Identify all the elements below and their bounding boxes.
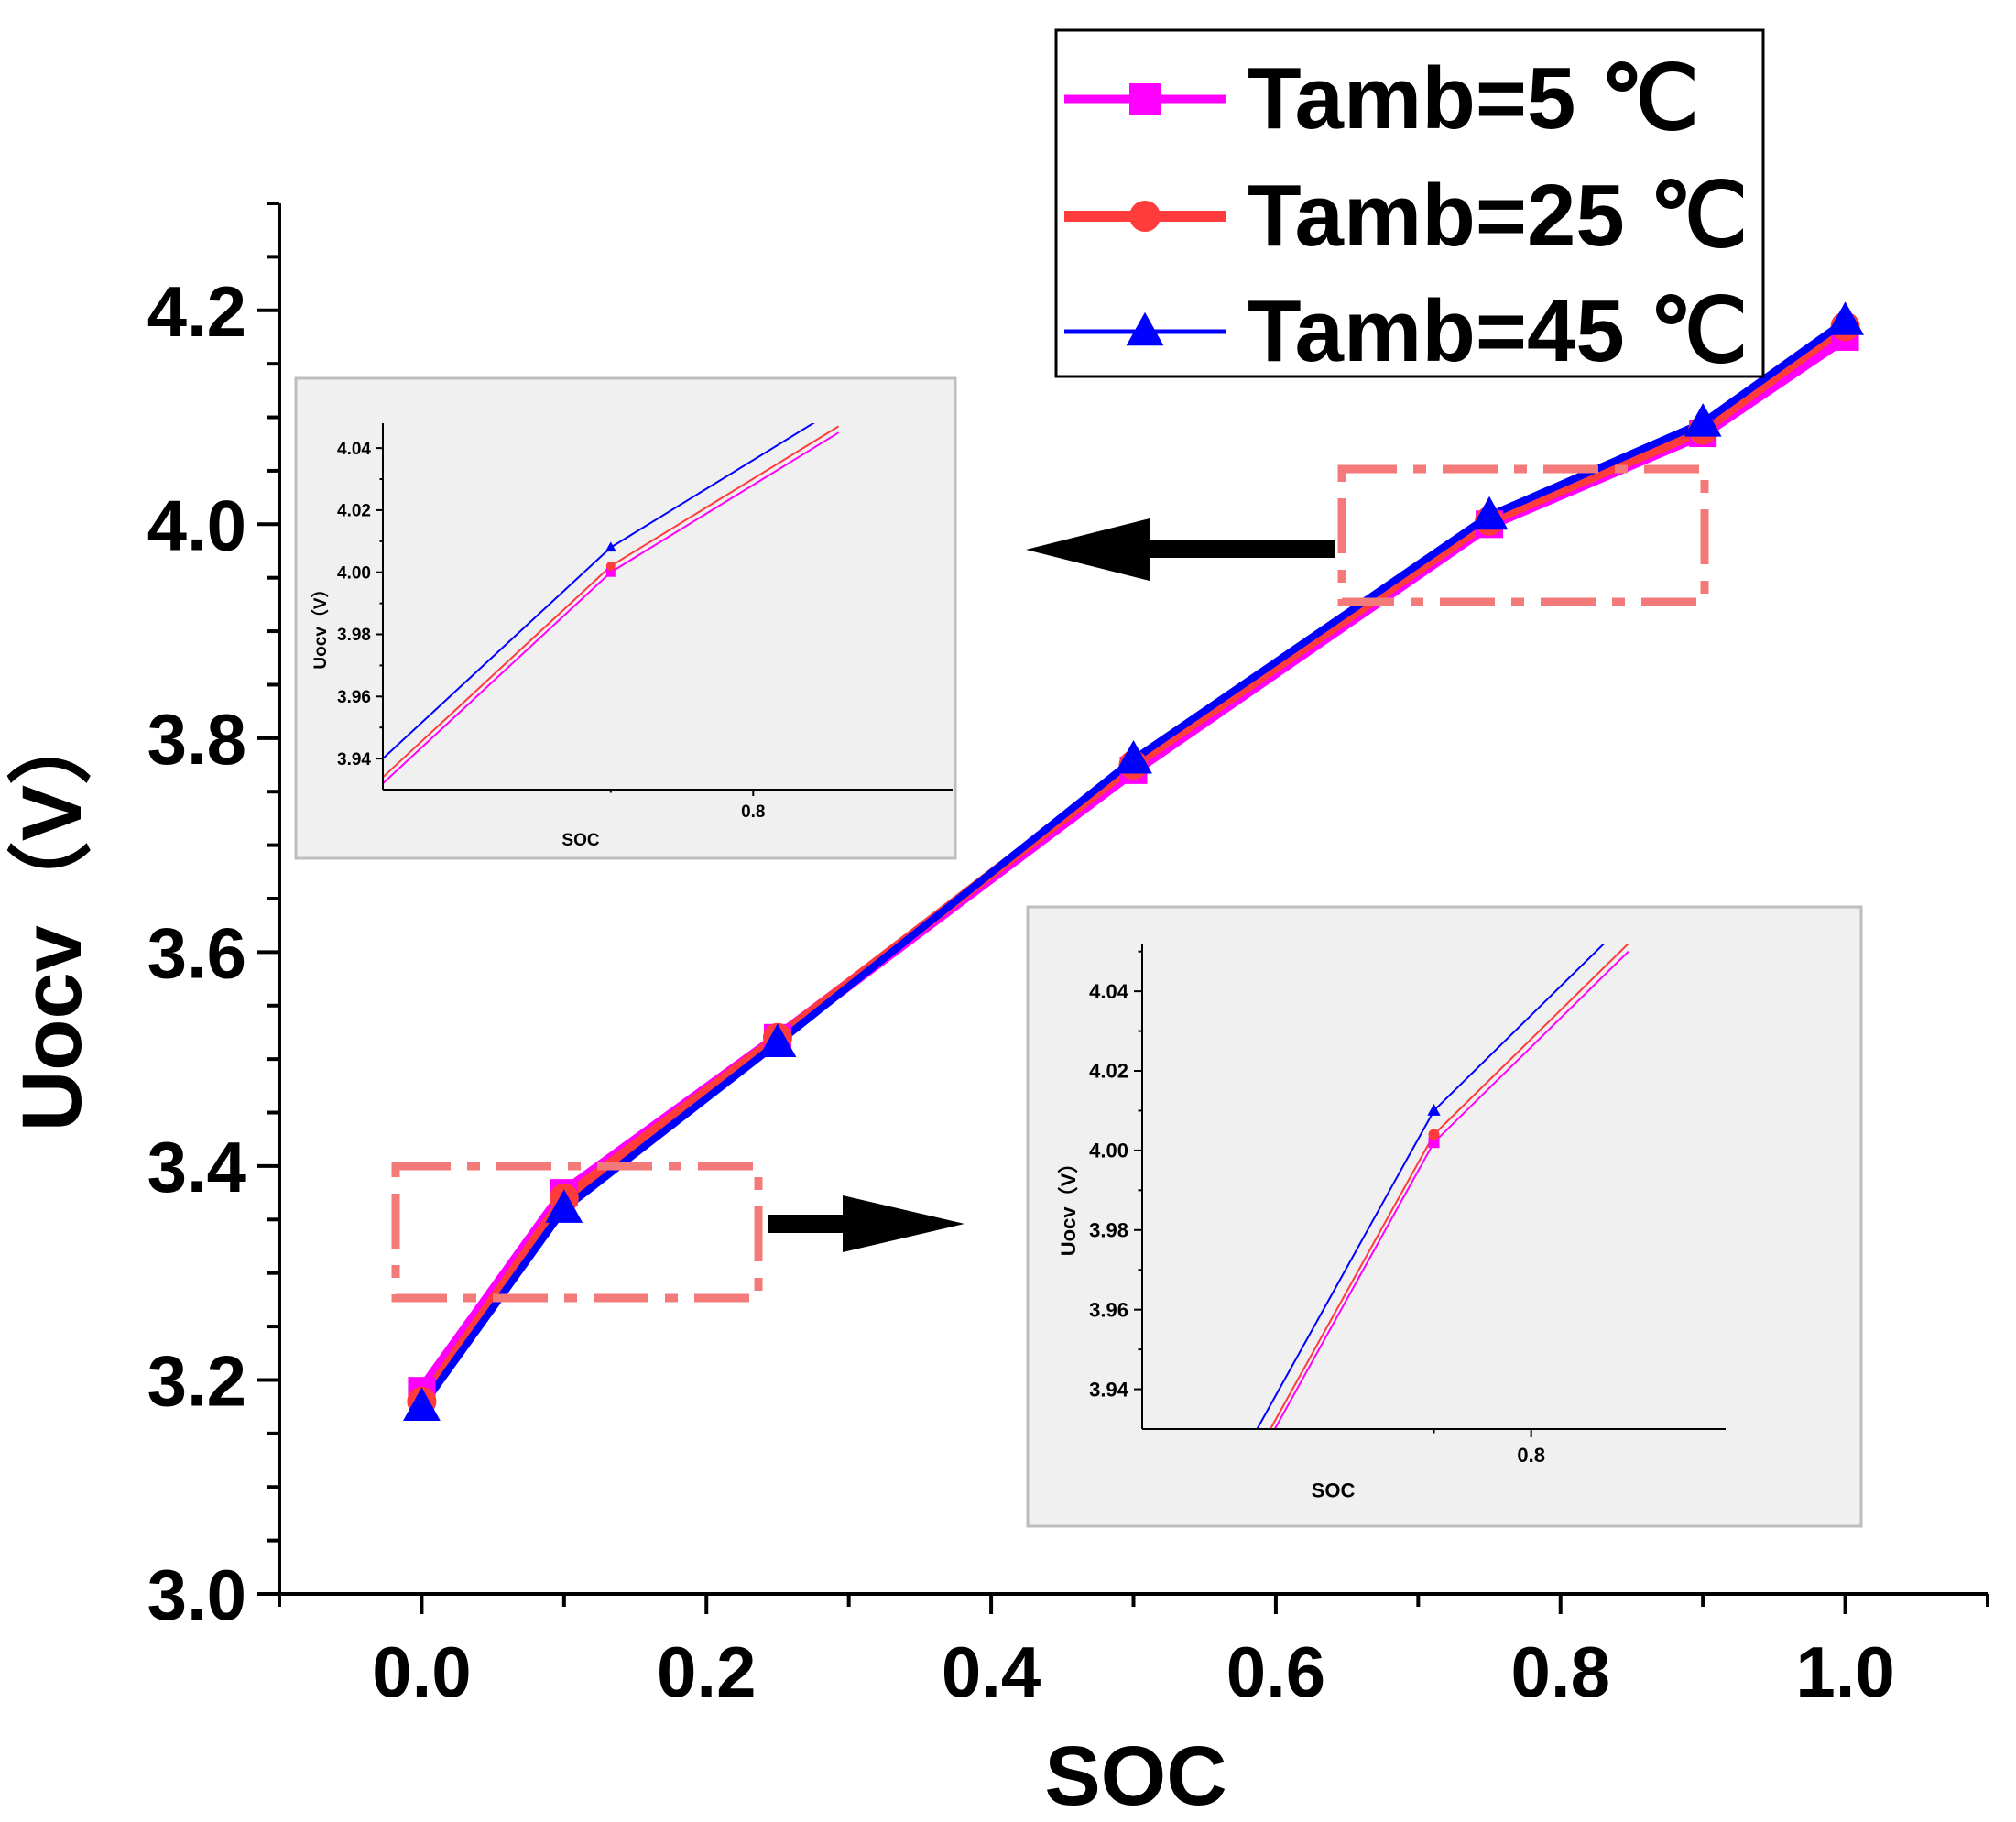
y-tick-label-0: 3.0 [147, 1555, 246, 1635]
data-point-s2-p2 [758, 1023, 797, 1057]
inset-0-point-0 [605, 567, 616, 577]
y-tick-label-4: 3.8 [147, 699, 246, 780]
legend-box [1054, 28, 1765, 378]
inset-0-y-tick-label-4: 4.02 [337, 502, 371, 521]
legend-marker-1 [1129, 201, 1161, 232]
inset-1-y-tick-label-5: 4.04 [1089, 980, 1129, 1003]
inset-0-x-title: SOC [561, 831, 599, 850]
highlight-boxes [391, 464, 1709, 1303]
x-tick-label-2: 0.4 [942, 1631, 1041, 1712]
inset-1-y-tick-label-4: 4.02 [1089, 1060, 1128, 1083]
inset-background-0 [294, 376, 957, 860]
inset-0-y-tick-label-5: 4.04 [337, 440, 371, 459]
legend-marker-0 [1129, 83, 1161, 115]
inset-1-y-tick-label-1: 3.96 [1089, 1298, 1128, 1321]
main-plot: 0.0 0.2 0.4 0.6 0.8 1.03.03.23.43.63.84.04.2 … [5, 202, 1989, 1822]
inset-0-y-tick-label-0: 3.94 [337, 750, 371, 769]
inset-1-x-tick-label-0: 0.8 [1517, 1444, 1545, 1467]
inset-0-y-tick-label-2: 3.98 [337, 626, 371, 645]
inset-0-y-tick-label-3: 4.00 [337, 563, 371, 583]
inset-1-y-title: Uocv（V） [1057, 1153, 1080, 1256]
inset-upper: 3.94 3.96 3.98 4.00 4.02 4.04 0.8 SOC Uocv（V） [294, 376, 957, 860]
arrow-to-lower-inset [768, 1195, 964, 1252]
inset-1-y-tick-label-2: 3.98 [1089, 1218, 1128, 1241]
legend-label-0: Tamb=5 ℃ [1248, 49, 1699, 147]
y-tick-label-5: 4.0 [147, 485, 246, 565]
inset-series-layer-1 [1256, 944, 1629, 1429]
inset-1-point-0 [1428, 1137, 1440, 1149]
inset-1-y-tick-label-0: 3.94 [1089, 1378, 1129, 1401]
x-tick-label-4: 0.8 [1511, 1631, 1610, 1712]
x-tick-label-0: 0.0 [372, 1631, 471, 1712]
x-tick-label-5: 1.0 [1795, 1631, 1894, 1712]
x-tick-label-3: 0.6 [1226, 1631, 1325, 1712]
inset-0-x-tick-label-0: 0.8 [741, 802, 765, 822]
x-axis-title: SOC [1044, 1729, 1226, 1822]
data-point-s2-p6 [1826, 301, 1864, 335]
inset-0-point-2 [605, 541, 616, 552]
inset-1-y-tick-label-3: 4.00 [1089, 1140, 1128, 1162]
inset-1-point-1 [1428, 1129, 1440, 1140]
main-axes: 0.0 0.2 0.4 0.6 0.8 1.0 3.0 3.2 3.4 3.6 3.8 4.0 4.2 [147, 202, 1989, 1712]
y-tick-label-3: 3.6 [147, 912, 246, 993]
x-tick-label-1: 0.2 [657, 1631, 756, 1712]
data-point-s2-p3 [1115, 739, 1152, 774]
inset-series-layer-0 [383, 423, 840, 784]
inset-1-point-2 [1427, 1103, 1441, 1116]
inset-0-y-tick-label-1: 3.96 [337, 688, 371, 707]
inset-0-y-title: Uocv（V） [310, 580, 331, 669]
highlight-box-lower [391, 1162, 763, 1303]
y-axis-title: Uocv（V） [5, 701, 99, 1131]
data-point-s2-p5 [1684, 403, 1722, 437]
arrow-to-upper-inset [1026, 518, 1335, 581]
y-tick-label-2: 3.4 [147, 1127, 246, 1207]
y-tick-label-1: 3.2 [147, 1340, 246, 1421]
legend-marker-2 [1126, 311, 1164, 346]
highlight-box-upper [1337, 464, 1709, 606]
inset-lower: 3.94 3.96 3.98 4.00 4.02 4.04 0.8 SOC Uocv（V） [1026, 905, 1863, 1528]
legend-label-2: Tamb=45 ℃ [1248, 282, 1748, 380]
main-series-layer [403, 301, 1864, 1421]
inset-background-1 [1026, 905, 1863, 1528]
inset-1-x-title: SOC [1312, 1478, 1356, 1501]
data-point-s2-p1 [545, 1189, 583, 1223]
legend-label-1: Tamb=25 ℃ [1248, 167, 1748, 265]
legend: Tamb=5 ℃ Tamb=25 ℃ Tamb=45 ℃ [1054, 28, 1765, 380]
inset-0-point-1 [605, 561, 616, 571]
data-point-s2-p4 [1470, 496, 1509, 530]
data-point-s2-p0 [403, 1387, 441, 1421]
y-tick-label-6: 4.2 [147, 271, 246, 352]
